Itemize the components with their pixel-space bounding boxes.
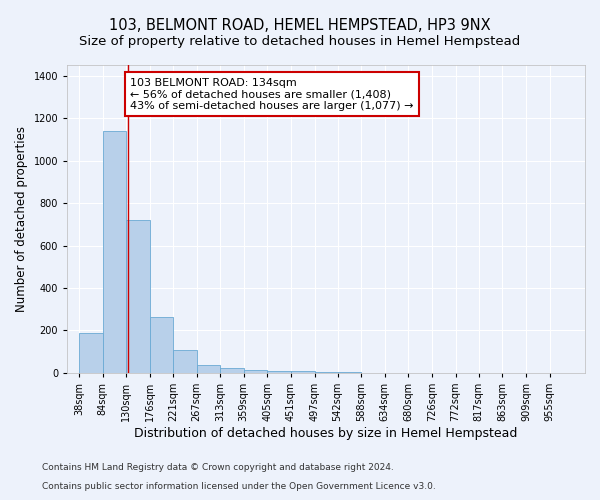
Bar [197,366,220,373]
Bar [150,316,173,373]
Bar [103,131,126,373]
Bar [291,371,314,373]
Bar [314,372,338,373]
Text: Contains HM Land Registry data © Crown copyright and database right 2024.: Contains HM Land Registry data © Crown c… [42,464,394,472]
Bar [79,332,103,373]
Text: 103, BELMONT ROAD, HEMEL HEMPSTEAD, HP3 9NX: 103, BELMONT ROAD, HEMEL HEMPSTEAD, HP3 … [109,18,491,32]
Bar [268,371,291,373]
Text: Contains public sector information licensed under the Open Government Licence v3: Contains public sector information licen… [42,482,436,491]
Bar [126,220,150,373]
X-axis label: Distribution of detached houses by size in Hemel Hempstead: Distribution of detached houses by size … [134,427,518,440]
Bar [173,350,197,373]
Y-axis label: Number of detached properties: Number of detached properties [15,126,28,312]
Text: Size of property relative to detached houses in Hemel Hempstead: Size of property relative to detached ho… [79,35,521,48]
Bar [220,368,244,373]
Bar [244,370,268,373]
Text: 103 BELMONT ROAD: 134sqm
← 56% of detached houses are smaller (1,408)
43% of sem: 103 BELMONT ROAD: 134sqm ← 56% of detach… [130,78,414,111]
